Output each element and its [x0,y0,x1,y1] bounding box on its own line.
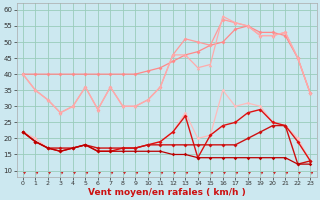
X-axis label: Vent moyen/en rafales ( km/h ): Vent moyen/en rafales ( km/h ) [88,188,245,197]
